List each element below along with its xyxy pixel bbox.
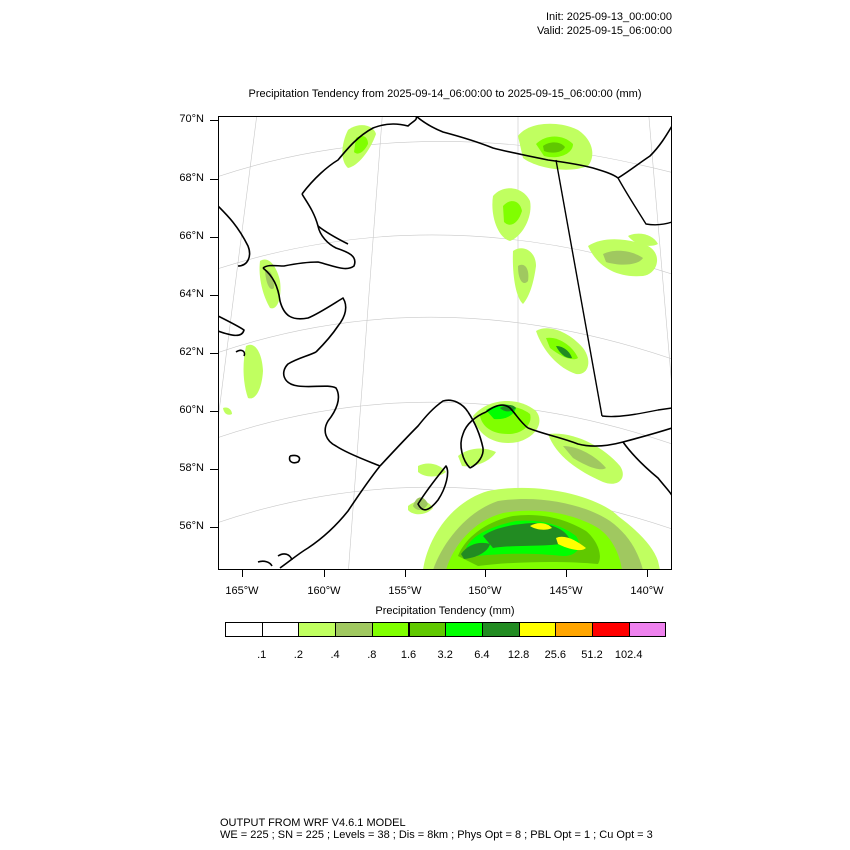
valid-time: Valid: 2025-09-15_06:00:00 xyxy=(537,25,672,37)
colorbar-swatch xyxy=(225,622,263,637)
colorbar-swatch xyxy=(445,622,483,637)
colorbar-swatch xyxy=(408,622,447,637)
colorbar-label: 6.4 xyxy=(474,649,490,661)
colorbar-label: .2 xyxy=(293,649,303,661)
lat-tick xyxy=(210,179,218,180)
lat-label: 68°N xyxy=(179,172,204,184)
colorbar-swatch xyxy=(261,622,300,637)
map-svg xyxy=(218,116,672,570)
lat-tick xyxy=(210,527,218,528)
lat-label: 58°N xyxy=(179,462,204,474)
graticule xyxy=(218,116,672,570)
lon-label: 140°W xyxy=(630,585,664,597)
model-info: OUTPUT FROM WRF V4.6.1 MODEL xyxy=(220,817,406,829)
lon-label: 155°W xyxy=(388,585,422,597)
lon-label: 150°W xyxy=(468,585,502,597)
lat-label: 60°N xyxy=(179,404,204,416)
colorbar-label: 102.4 xyxy=(614,649,643,661)
lat-tick xyxy=(210,353,218,354)
plot-title: Precipitation Tendency from 2025-09-14_0… xyxy=(248,88,642,100)
colorbar-label: 3.2 xyxy=(437,649,453,661)
colorbar-title: Precipitation Tendency (mm) xyxy=(375,605,515,617)
lon-label: 165°W xyxy=(225,585,259,597)
colorbar-swatch xyxy=(481,622,520,637)
colorbar-label: 51.2 xyxy=(581,649,603,661)
lat-tick xyxy=(210,120,218,121)
lat-label: 64°N xyxy=(179,288,204,300)
coastlines xyxy=(218,116,672,569)
colorbar-swatch xyxy=(298,622,337,637)
lon-tick xyxy=(485,570,486,577)
colorbar-label: .8 xyxy=(367,649,377,661)
precip-shading xyxy=(223,123,660,570)
border-line xyxy=(555,159,672,418)
colorbar-label: 25.6 xyxy=(544,649,566,661)
colorbar-label: .4 xyxy=(330,649,340,661)
lat-label: 70°N xyxy=(179,113,204,125)
colorbar-label: 12.8 xyxy=(507,649,530,661)
lon-tick xyxy=(242,570,243,577)
init-time: Init: 2025-09-13_00:00:00 xyxy=(546,11,672,23)
lon-tick xyxy=(324,570,325,577)
lon-tick xyxy=(647,570,648,577)
colorbar-swatch xyxy=(555,622,593,637)
colorbar-swatch xyxy=(335,622,373,637)
lat-label: 56°N xyxy=(179,520,204,532)
model-settings: WE = 225 ; SN = 225 ; Levels = 38 ; Dis … xyxy=(220,829,653,841)
colorbar-label: 1.6 xyxy=(400,649,417,661)
lat-label: 66°N xyxy=(179,230,204,242)
lon-label: 145°W xyxy=(549,585,583,597)
precipitation-map xyxy=(218,116,672,570)
lat-tick xyxy=(210,295,218,296)
lon-tick xyxy=(405,570,406,577)
lat-tick xyxy=(210,469,218,470)
colorbar-label: .1 xyxy=(257,649,267,661)
colorbar-swatch xyxy=(371,622,410,637)
lat-tick xyxy=(210,411,218,412)
lat-label: 62°N xyxy=(179,346,204,358)
colorbar-swatch xyxy=(592,622,630,637)
colorbar-swatch xyxy=(518,622,557,637)
lon-tick xyxy=(566,570,567,577)
lon-label: 160°W xyxy=(307,585,341,597)
map-frame xyxy=(218,116,672,570)
lat-tick xyxy=(210,237,218,238)
colorbar-swatch xyxy=(628,622,667,637)
